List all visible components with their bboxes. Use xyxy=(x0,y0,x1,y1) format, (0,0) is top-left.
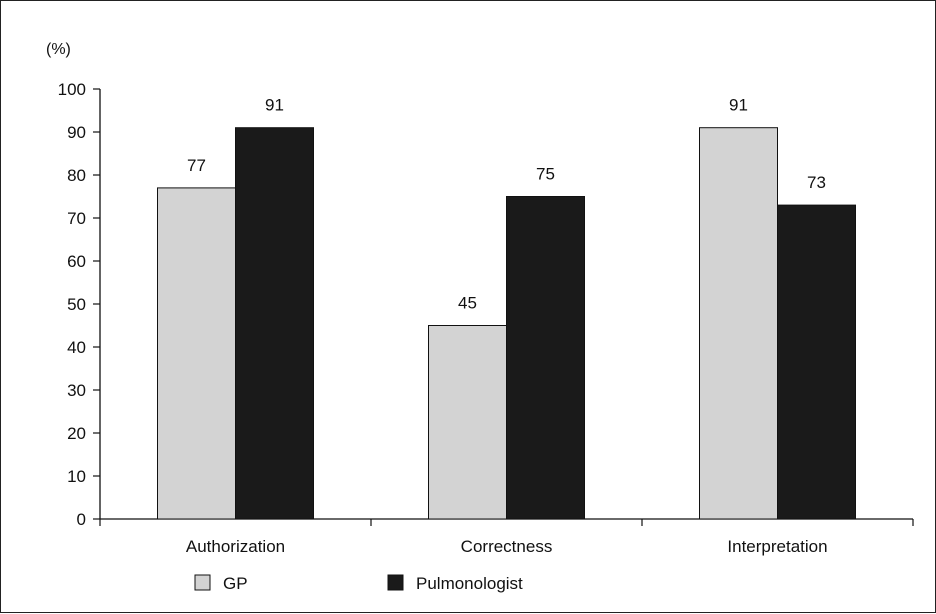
bar-gp xyxy=(699,127,778,520)
bar-pulmonologist xyxy=(506,196,585,520)
data-label: 75 xyxy=(536,165,555,184)
y-tick-label: 60 xyxy=(67,252,86,271)
bars xyxy=(157,127,856,520)
x-category-label: Interpretation xyxy=(727,537,827,556)
bar-pulmonologist xyxy=(777,204,856,520)
y-tick-label: 20 xyxy=(67,424,86,443)
bar-gp xyxy=(428,325,507,520)
y-tick-label: 90 xyxy=(67,123,86,142)
y-tick-label: 80 xyxy=(67,166,86,185)
y-tick-label: 30 xyxy=(67,381,86,400)
x-axis: Authorization Correctness Interpretation xyxy=(99,518,914,556)
y-tick-label: 40 xyxy=(67,338,86,357)
data-label: 73 xyxy=(807,173,826,192)
x-category-label: Authorization xyxy=(186,537,285,556)
bar-pulmonologist xyxy=(235,127,314,520)
y-axis: 0 10 20 30 40 50 60 70 80 90 100 xyxy=(58,80,101,529)
bar-gp xyxy=(157,187,236,520)
y-tick-label: 0 xyxy=(77,510,86,529)
data-label: 45 xyxy=(458,294,477,313)
data-labels: 77 91 45 75 91 73 xyxy=(187,96,826,313)
legend-swatch xyxy=(387,574,404,591)
legend-label: GP xyxy=(223,574,248,593)
y-tick-label: 100 xyxy=(58,80,86,99)
legend-label: Pulmonologist xyxy=(416,574,523,593)
legend: GP Pulmonologist xyxy=(194,574,523,593)
y-tick-label: 50 xyxy=(67,295,86,314)
y-tick-label: 70 xyxy=(67,209,86,228)
y-unit-label: (%) xyxy=(46,41,71,58)
y-tick-label: 10 xyxy=(67,467,86,486)
x-category-label: Correctness xyxy=(461,537,553,556)
data-label: 77 xyxy=(187,156,206,175)
data-label: 91 xyxy=(265,96,284,115)
legend-swatch xyxy=(194,574,211,591)
data-label: 91 xyxy=(729,96,748,115)
